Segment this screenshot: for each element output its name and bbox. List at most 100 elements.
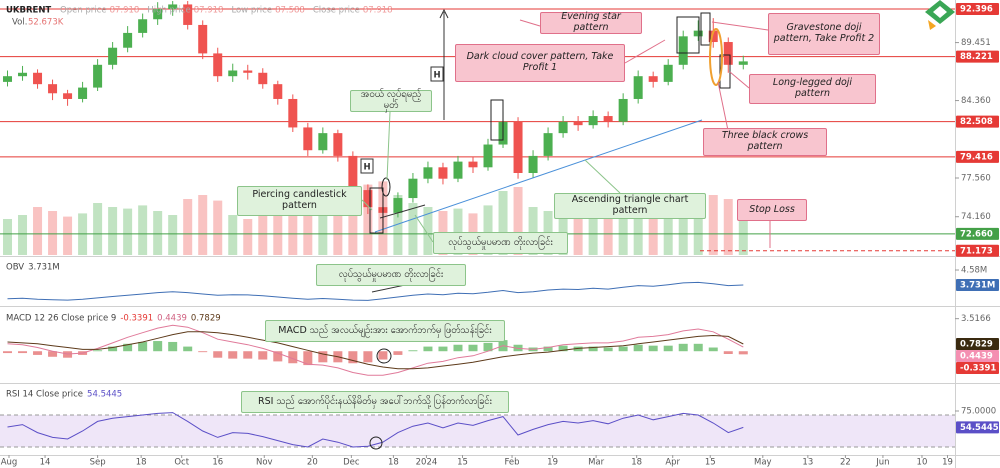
ohlc-label: High price	[147, 6, 190, 16]
x-tick-label: 19	[547, 458, 558, 468]
volume-bar	[213, 200, 223, 255]
macd-histogram-bar	[138, 341, 148, 352]
marker-box	[360, 158, 374, 174]
y-tick-label: 4.58M	[961, 266, 987, 276]
x-tick-label: Oct	[174, 458, 189, 468]
annotation: အဝယ် လုပ်ရမည့်မှတ်	[350, 89, 432, 112]
candle-body	[3, 76, 13, 82]
x-tick-label: 14	[40, 458, 51, 468]
price-tag	[956, 227, 999, 240]
price-tag-label: 0.4439	[960, 351, 993, 361]
annotation: Piercing candlestick pattern	[237, 186, 362, 216]
volume-bar	[33, 207, 43, 255]
candle-body	[723, 42, 733, 65]
volume-bar	[198, 195, 208, 255]
candle-body	[633, 76, 643, 99]
candle-body	[438, 167, 448, 179]
x-tick-label: Jun	[875, 458, 889, 468]
volume-value: 52.673K	[28, 18, 64, 28]
price-tag-label: 82.508	[960, 117, 993, 127]
macd-histogram-bar	[3, 351, 13, 354]
candle-body	[198, 24, 208, 54]
x-tick-label: 20	[307, 458, 318, 468]
candle-body	[423, 167, 433, 179]
x-tick-label: Dec	[343, 458, 360, 468]
candle-body	[648, 76, 658, 82]
macd-histogram-bar	[288, 351, 298, 364]
annotation: Ascending triangle chart pattern	[554, 193, 706, 219]
candle-body	[258, 72, 268, 85]
macd-histogram-bar	[723, 351, 733, 354]
annotation: လုပ်သွယ်မှုပမာဏ တိုးလာခြင်း	[316, 264, 466, 286]
macd-histogram-bar	[183, 346, 193, 352]
candle-body	[243, 70, 253, 73]
x-tick-label: Feb	[505, 458, 520, 468]
candle-body	[738, 61, 748, 65]
volume-bar	[723, 199, 733, 255]
volume-bar	[258, 211, 268, 255]
macd-histogram-bar	[33, 351, 43, 355]
price-tag-label: 79.416	[960, 152, 993, 162]
x-tick-label: 22	[840, 458, 851, 468]
candle-body	[18, 72, 28, 77]
macd-histogram-bar	[633, 344, 643, 352]
candle-body	[213, 53, 223, 77]
volume-bar	[573, 216, 583, 255]
candle-body	[483, 144, 493, 168]
macd-histogram-bar	[693, 343, 703, 352]
candle-body	[333, 133, 343, 156]
candle-body	[363, 190, 373, 208]
volume-bar	[363, 184, 373, 255]
candle-body	[513, 121, 523, 173]
x-tick-label: 18	[388, 458, 399, 468]
x-tick-label: May	[754, 458, 772, 468]
marker-box	[430, 66, 444, 82]
candle-body	[48, 84, 58, 94]
macd-histogram-bar	[603, 347, 613, 352]
indicator-value: 0.7829	[191, 314, 221, 324]
x-tick-label: 2024	[416, 458, 438, 468]
candle-body	[78, 87, 88, 99]
macd-histogram-bar	[468, 344, 478, 352]
macd-histogram-bar	[243, 351, 253, 359]
x-tick-label: 15	[705, 458, 716, 468]
volume-bar	[93, 203, 103, 255]
x-tick-label: 15	[457, 458, 468, 468]
indicator-value: 3.731M	[28, 263, 60, 273]
candle-body	[678, 36, 688, 65]
candle-body	[318, 133, 328, 151]
macd-histogram-bar	[483, 342, 493, 352]
macd-histogram-bar	[618, 346, 628, 352]
indicator-value: -0.3391	[120, 314, 153, 324]
volume-bar	[138, 205, 148, 255]
volume-bar	[408, 203, 418, 255]
volume-bar	[243, 219, 253, 255]
annotation: Dark cloud cover pattern, Take Profit 1	[455, 44, 625, 82]
candle-body	[408, 178, 418, 199]
y-tick-label: 84.360	[961, 96, 991, 106]
price-tag	[956, 115, 999, 128]
volume-bar	[153, 211, 163, 255]
macd-histogram-bar	[48, 351, 58, 357]
volume-bar	[288, 192, 298, 255]
candle-body	[378, 207, 388, 213]
signal-line	[7, 331, 744, 370]
candle-body	[693, 30, 703, 37]
candle-body	[348, 155, 358, 191]
macd-histogram-bar	[273, 351, 283, 362]
symbol: UKBRENT	[6, 6, 51, 16]
volume-bar	[708, 195, 718, 255]
candle-body	[573, 121, 583, 126]
price-tag	[956, 3, 999, 16]
macd-line	[7, 324, 744, 376]
annotation: Three black crows pattern	[703, 128, 827, 156]
ohlc-label: Low price	[231, 6, 272, 16]
annotation: Gravestone doji pattern, Take Profit 2	[768, 13, 880, 55]
indicator-value: 54.5445	[87, 390, 122, 400]
ohlc-label: Close price	[313, 6, 360, 16]
macd-histogram-bar	[438, 346, 448, 352]
y-tick-label: 89.451	[961, 38, 991, 48]
macd-histogram-bar	[213, 351, 223, 358]
rsi-band	[0, 415, 955, 447]
